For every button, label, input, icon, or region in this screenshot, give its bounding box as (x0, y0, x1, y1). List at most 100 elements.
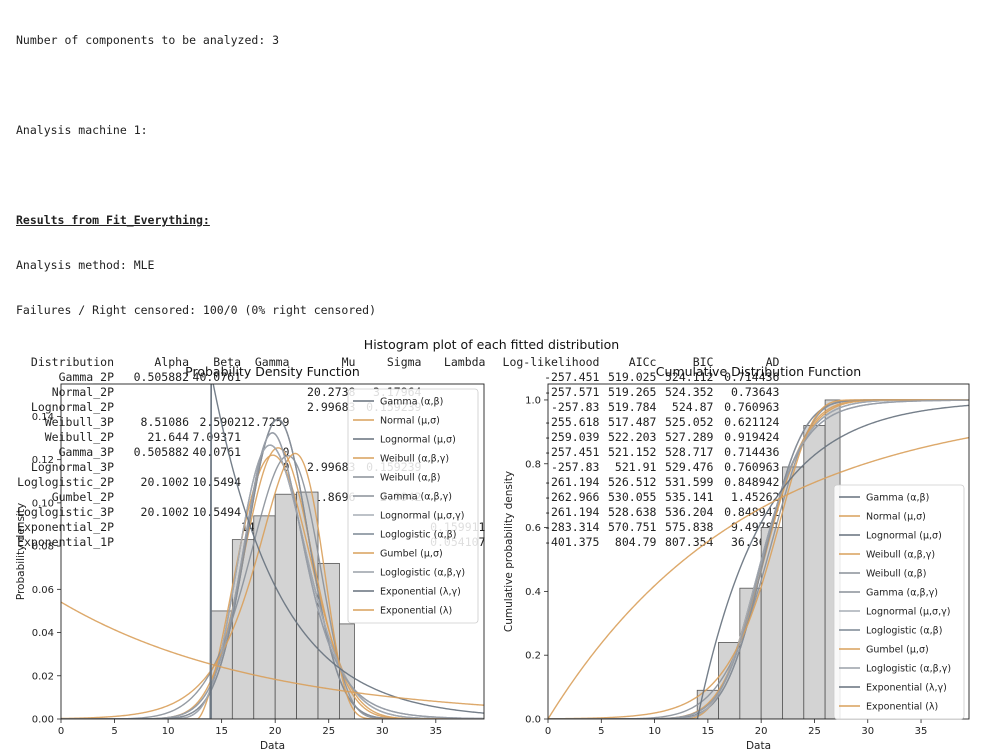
legend-entry: Weibull (α,β,γ) (866, 550, 935, 561)
table-cell: 21.644 (147, 430, 189, 444)
table-cell: 10.5494 (192, 475, 241, 489)
column-header: BIC (692, 355, 714, 369)
legend-entry: Gamma (α,β,γ) (866, 588, 938, 599)
legend: Gamma (α,β) Normal (μ,σ) Lognormal (μ,σ) We… (347, 388, 479, 624)
table-row: Gamma_2P 0.505882 40.0761 -257.451 519.025 52… (14, 370, 780, 385)
table-cell: 536.204 (665, 505, 714, 519)
table-cell: -257.451 (544, 370, 600, 384)
table-cell: 0.621124 (724, 415, 780, 429)
y-tick-label: 0.14 (32, 412, 54, 423)
table-cell: 807.354 (665, 535, 714, 549)
column-header: Alpha (154, 355, 189, 369)
legend-entry: Loglogistic (α,β) (866, 626, 942, 637)
y-tick-label: 0.2 (525, 651, 541, 662)
legend-box (833, 484, 965, 720)
x-tick-label: 25 (322, 726, 335, 737)
table-cell: Lognormal_2P (30, 400, 114, 414)
legend-entry: Weibull (α,β) (866, 569, 926, 580)
table-cell: Weibull_3P (44, 415, 114, 429)
legend: Gamma (α,β) Normal (μ,σ) Lognormal (μ,σ) We… (833, 484, 965, 720)
table-cell: Gamma_2P (58, 370, 114, 384)
table-row: Weibull_2P 21.644 7.09371 -259.039 522.203 52… (14, 430, 780, 445)
series-line (61, 384, 484, 719)
histogram-bar (339, 623, 355, 719)
table-cell: 529.476 (665, 460, 714, 474)
x-tick-label: 10 (162, 726, 175, 737)
table-cell: 522.203 (608, 430, 657, 444)
legend-entry: Gamma (α,β,γ) (380, 492, 452, 503)
plot-frame (547, 383, 970, 720)
legend-entry: Weibull (α,β) (380, 473, 440, 484)
table-cell: 570.751 (608, 520, 657, 534)
table-cell: 12.7259 (241, 415, 290, 429)
legend-entry: Normal (μ,σ) (866, 512, 926, 523)
method-line: Analysis method: MLE (16, 258, 155, 272)
table-cell: 535.141 (665, 490, 714, 504)
legend-entry: Gumbel (μ,σ) (380, 549, 443, 560)
table-cell: -262.966 (544, 490, 600, 504)
table-row: Weibull_3P 8.51086 2.5902 12.7259 -255.618 51… (14, 415, 780, 430)
x-tick-label: 20 (755, 726, 768, 737)
legend-box (347, 388, 479, 624)
series-line (61, 452, 484, 719)
table-cell: 528.717 (665, 445, 714, 459)
x-tick-label: 15 (215, 726, 228, 737)
figure-suptitle: Histogram plot of each fitted distributi… (363, 337, 620, 352)
machine-line: Analysis machine 1: (16, 123, 148, 137)
table-cell: Gumbel_2P (51, 490, 114, 504)
histogram-bar (803, 425, 826, 719)
failures-line: Failures / Right censored: 100/0 (0% rig… (16, 303, 377, 317)
components-line: Number of components to be analyzed: 3 (16, 33, 280, 47)
column-header: Beta (213, 355, 241, 369)
y-tick-label: 0.0 (525, 715, 541, 726)
figure-plots: Probability Density Function 0 5 10 15 20 25 30… (15, 364, 970, 752)
legend-entry: Exponential (λ,γ) (380, 587, 461, 598)
legend-entry: Loglogistic (α,β,γ) (380, 568, 465, 579)
table-cell: Gamma_3P (58, 445, 114, 459)
series-line (548, 436, 969, 719)
table-cell: 519.025 (608, 370, 657, 384)
x-tick-label: 25 (808, 726, 821, 737)
column-header: Log-likelihood (502, 355, 600, 369)
table-cell: Lognormal_3P (30, 460, 114, 474)
results-table: Distribution Alpha Beta Gamma Mu Sigma Lambda L… (14, 355, 779, 550)
table-cell: -401.375 (544, 535, 600, 549)
legend-entry: Exponential (λ) (866, 702, 938, 713)
legend-entry: Loglogistic (α,β,γ) (866, 664, 951, 675)
table-cell: 804.79 (614, 535, 657, 549)
x-axis-label: Data (260, 740, 285, 752)
table-cell: -255.618 (544, 415, 600, 429)
table-cell: 524.352 (665, 385, 714, 399)
y-tick-label: 0.02 (32, 671, 54, 682)
column-header: Gamma (254, 355, 290, 369)
table-cell: 0.760963 (724, 460, 780, 474)
table-cell: 0.919424 (724, 430, 780, 444)
table-cell: 517.487 (608, 415, 657, 429)
y-tick-label: 0.06 (32, 585, 54, 596)
table-cell: 528.638 (608, 505, 657, 519)
table-cell: 527.289 (665, 430, 714, 444)
table-cell: 521.152 (608, 445, 657, 459)
legend-entry: Exponential (λ) (380, 606, 452, 617)
table-body: Gamma_2P 0.505882 40.0761 -257.451 519.025 52… (14, 370, 779, 550)
table-cell: Normal_2P (51, 385, 114, 399)
table-cell: 0.505882 (133, 445, 189, 459)
table-cell: -261.194 (544, 505, 600, 519)
y-tick-label: 0.4 (525, 587, 541, 598)
series-line (61, 444, 484, 719)
table-cell: 526.512 (608, 475, 657, 489)
x-tick-label: 10 (648, 726, 661, 737)
y-tick-label: 0.08 (32, 542, 54, 553)
results-heading: Results from Fit_Everything: (16, 213, 210, 227)
table-cell: 575.838 (665, 520, 714, 534)
x-axis-label: Data (746, 740, 771, 752)
table-cell: 519.265 (608, 385, 657, 399)
legend-entry: Normal (μ,σ) (380, 416, 440, 427)
table-row: Gumbel_2P21.86962.9942-262.966530.055535… (14, 490, 780, 505)
y-tick-label: 0.04 (32, 628, 54, 639)
table-cell: 531.599 (665, 475, 714, 489)
table-cell: 0.714436 (724, 370, 780, 384)
table-cell: Weibull_2P (44, 430, 114, 444)
table-cell: -257.83 (551, 400, 600, 414)
table-cell: 525.052 (665, 415, 714, 429)
